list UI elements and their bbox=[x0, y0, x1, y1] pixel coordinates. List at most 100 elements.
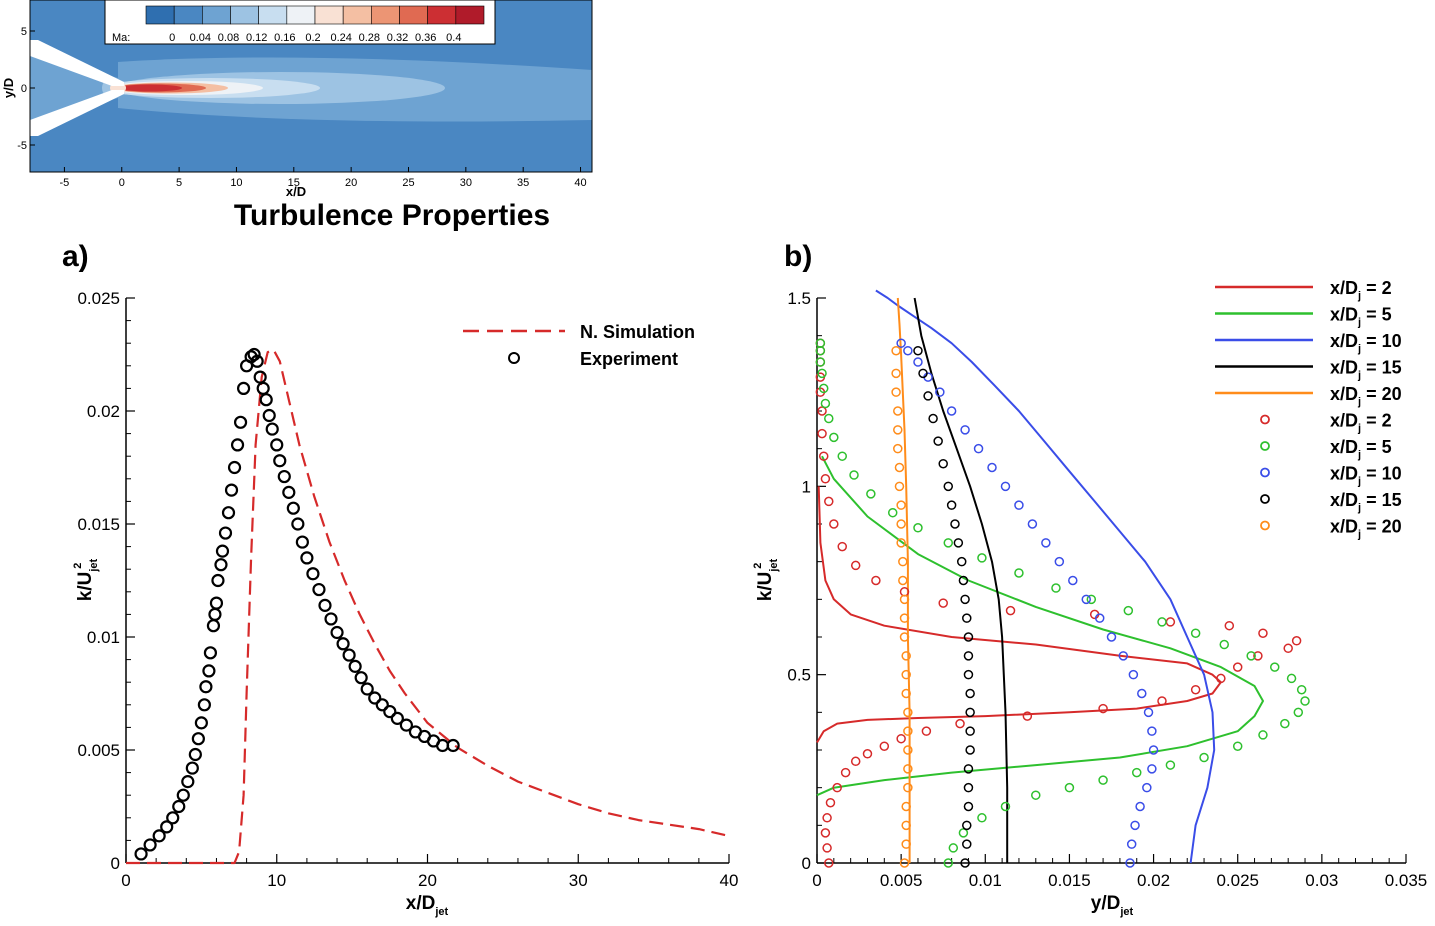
chart-b-series-2-line bbox=[875, 289, 1216, 864]
chart-b-series-9-point bbox=[901, 820, 911, 831]
chart-b-legend-label-main: x/D bbox=[1330, 411, 1358, 431]
contour-y-tick-label: 0 bbox=[21, 83, 27, 95]
chart-b-legend-label-value: = 20 bbox=[1361, 517, 1402, 537]
chart-a-series-1-point bbox=[282, 485, 296, 499]
chart-b-series-6-point bbox=[849, 470, 859, 480]
chart-a-series-1-point bbox=[348, 659, 362, 673]
chart-b-legend-label-main: x/D bbox=[1330, 384, 1358, 404]
chart-b-legend-label: x/Dj = 10 bbox=[1330, 331, 1402, 355]
contour-plume-core bbox=[118, 84, 182, 92]
chart-b-legend-label: x/Dj = 5 bbox=[1330, 305, 1392, 329]
chart-a-series-1-point bbox=[375, 698, 389, 712]
chart-b-series-7-point bbox=[903, 345, 913, 356]
chart-b-legend-label-main: x/D bbox=[1330, 517, 1358, 537]
chart-b-series-6-point bbox=[887, 507, 898, 518]
chart-b-series-7-markers bbox=[896, 338, 1159, 868]
chart-b-series-5-point bbox=[817, 406, 827, 416]
chart-b-series-9-point bbox=[901, 801, 911, 812]
chart-a-y-tick-label: 0.015 bbox=[77, 515, 120, 534]
chart-b-series-8-point bbox=[960, 594, 970, 605]
chart-b-legend-swatch bbox=[1260, 467, 1270, 478]
chart-b-xlabel-sub: jet bbox=[1119, 906, 1133, 918]
chart-a-series-1-point bbox=[342, 648, 356, 662]
chart-b-series-6-point bbox=[977, 813, 987, 823]
chart-b-series-6-point bbox=[820, 398, 831, 409]
chart-a-series-1-point bbox=[202, 664, 216, 678]
chart-a: a) 0 10 20 30 40 0 0.005 0.01 0.015 0.02 0.025 x/D… bbox=[62, 240, 738, 918]
contour-nozzle-inlet bbox=[30, 55, 118, 122]
colorbar-cell bbox=[342, 5, 372, 25]
chart-b-series-5-point bbox=[1005, 605, 1016, 616]
chart-b-series-9-point bbox=[893, 425, 903, 435]
chart-b-legend-label-value: = 5 bbox=[1361, 437, 1392, 457]
chart-b-series-8-point bbox=[938, 458, 948, 469]
chart-b-series-5-point bbox=[955, 718, 965, 729]
chart-b-series-6-point bbox=[1165, 760, 1176, 770]
chart-b-x-tick-label: 0.025 bbox=[1216, 871, 1259, 890]
colorbar-cell bbox=[173, 5, 203, 25]
chart-b-series-5-point bbox=[1283, 643, 1293, 654]
chart-b-series-6-point bbox=[943, 858, 954, 868]
chart-b-series-5-point bbox=[938, 598, 948, 608]
chart-b-series-6-point bbox=[1131, 767, 1142, 778]
chart-b-series-6-point bbox=[913, 523, 923, 533]
chart-b-series-7-point bbox=[1106, 632, 1117, 642]
chart-a-axes: 0 10 20 30 40 0 0.005 0.01 0.015 0.02 0.025 bbox=[77, 289, 738, 890]
chart-b-x-tick-label: 0.01 bbox=[969, 871, 1002, 890]
chart-b-y-tick-label: 1 bbox=[802, 477, 811, 496]
chart-b-series-4-line bbox=[896, 297, 911, 863]
chart-b-legend: x/Dj = 2x/Dj = 5x/Dj = 10x/Dj = 15x/Dj =… bbox=[1215, 278, 1402, 541]
chart-b-series-7-point bbox=[1118, 651, 1129, 661]
chart-b-series-7-point bbox=[1054, 556, 1065, 567]
chart-b-series-9-point bbox=[903, 745, 913, 755]
chart-a-series-1-point bbox=[221, 506, 236, 520]
chart-b-series-8-point bbox=[965, 707, 975, 718]
chart-b-series-9-point bbox=[896, 538, 906, 548]
chart-b-series-5-point bbox=[825, 797, 836, 808]
chart-b-series-7-point bbox=[896, 338, 906, 348]
colorbar-cell bbox=[202, 5, 231, 25]
chart-a-series-1-point bbox=[277, 469, 291, 484]
chart-a-y-tick-label: 0 bbox=[111, 854, 120, 873]
chart-b-legend-label-sub: j bbox=[1357, 423, 1361, 435]
chart-b-legend-label-value: = 5 bbox=[1361, 305, 1392, 325]
chart-b-legend-swatch bbox=[1260, 494, 1270, 504]
colorbar-tick-label: 0.36 bbox=[415, 32, 436, 44]
colorbar-cells bbox=[145, 5, 485, 25]
chart-b-y-tick-label: 0.5 bbox=[787, 666, 811, 685]
chart-b-series-6-point bbox=[943, 538, 954, 548]
chart-b-series-6-point bbox=[948, 843, 959, 853]
chart-a-series-1-point bbox=[270, 438, 284, 452]
colorbar-tick-label: 0.4 bbox=[446, 32, 461, 44]
chart-a-series-1-point bbox=[172, 799, 186, 814]
colorbar-label: Ma: bbox=[112, 32, 130, 44]
chart-b-series-6-point bbox=[1064, 782, 1075, 793]
contour-x-tick-label: 0 bbox=[119, 177, 125, 189]
chart-a-series-1-point bbox=[134, 847, 148, 861]
colorbar-tick-label: 0 bbox=[169, 32, 175, 44]
chart-b-series-5-point bbox=[1216, 673, 1226, 684]
contour-x-tick-label: 5 bbox=[176, 177, 182, 189]
chart-b-series-6-point bbox=[1246, 651, 1256, 661]
chart-b-series-8-point bbox=[963, 669, 974, 680]
chart-a-y-tick-label: 0.025 bbox=[77, 289, 120, 308]
chart-b-series-8-point bbox=[963, 632, 974, 642]
chart-b-series-8-point bbox=[965, 688, 975, 699]
chart-b-series-8-point bbox=[962, 820, 972, 831]
chart-b-series-6-point bbox=[817, 368, 827, 379]
chart-a-series-1-point bbox=[206, 619, 221, 633]
chart-b-y-tick-label: 1.5 bbox=[787, 289, 811, 308]
chart-b-series-8-point bbox=[962, 839, 972, 849]
chart-a-series-1-point bbox=[300, 551, 314, 565]
chart-b-series-7-point bbox=[1081, 594, 1092, 605]
chart-a-series-1-point bbox=[318, 598, 332, 612]
chart-b-series-7-point bbox=[1142, 782, 1152, 793]
contour-x-tick-label: 30 bbox=[460, 177, 472, 189]
chart-b-series-9-point bbox=[903, 707, 913, 718]
chart-a-series-1-point bbox=[208, 607, 222, 622]
chart-b-legend-label-value: = 20 bbox=[1361, 384, 1402, 404]
chart-a-series-1-point bbox=[446, 738, 460, 753]
colorbar-ticks: 0 0.04 0.08 0.12 0.16 0.2 0.24 0.28 0.32 0.36 0.4 bbox=[169, 32, 461, 44]
chart-b-series-6-point bbox=[1300, 696, 1310, 706]
chart-a-legend-label-simulation: N. Simulation bbox=[580, 322, 695, 342]
